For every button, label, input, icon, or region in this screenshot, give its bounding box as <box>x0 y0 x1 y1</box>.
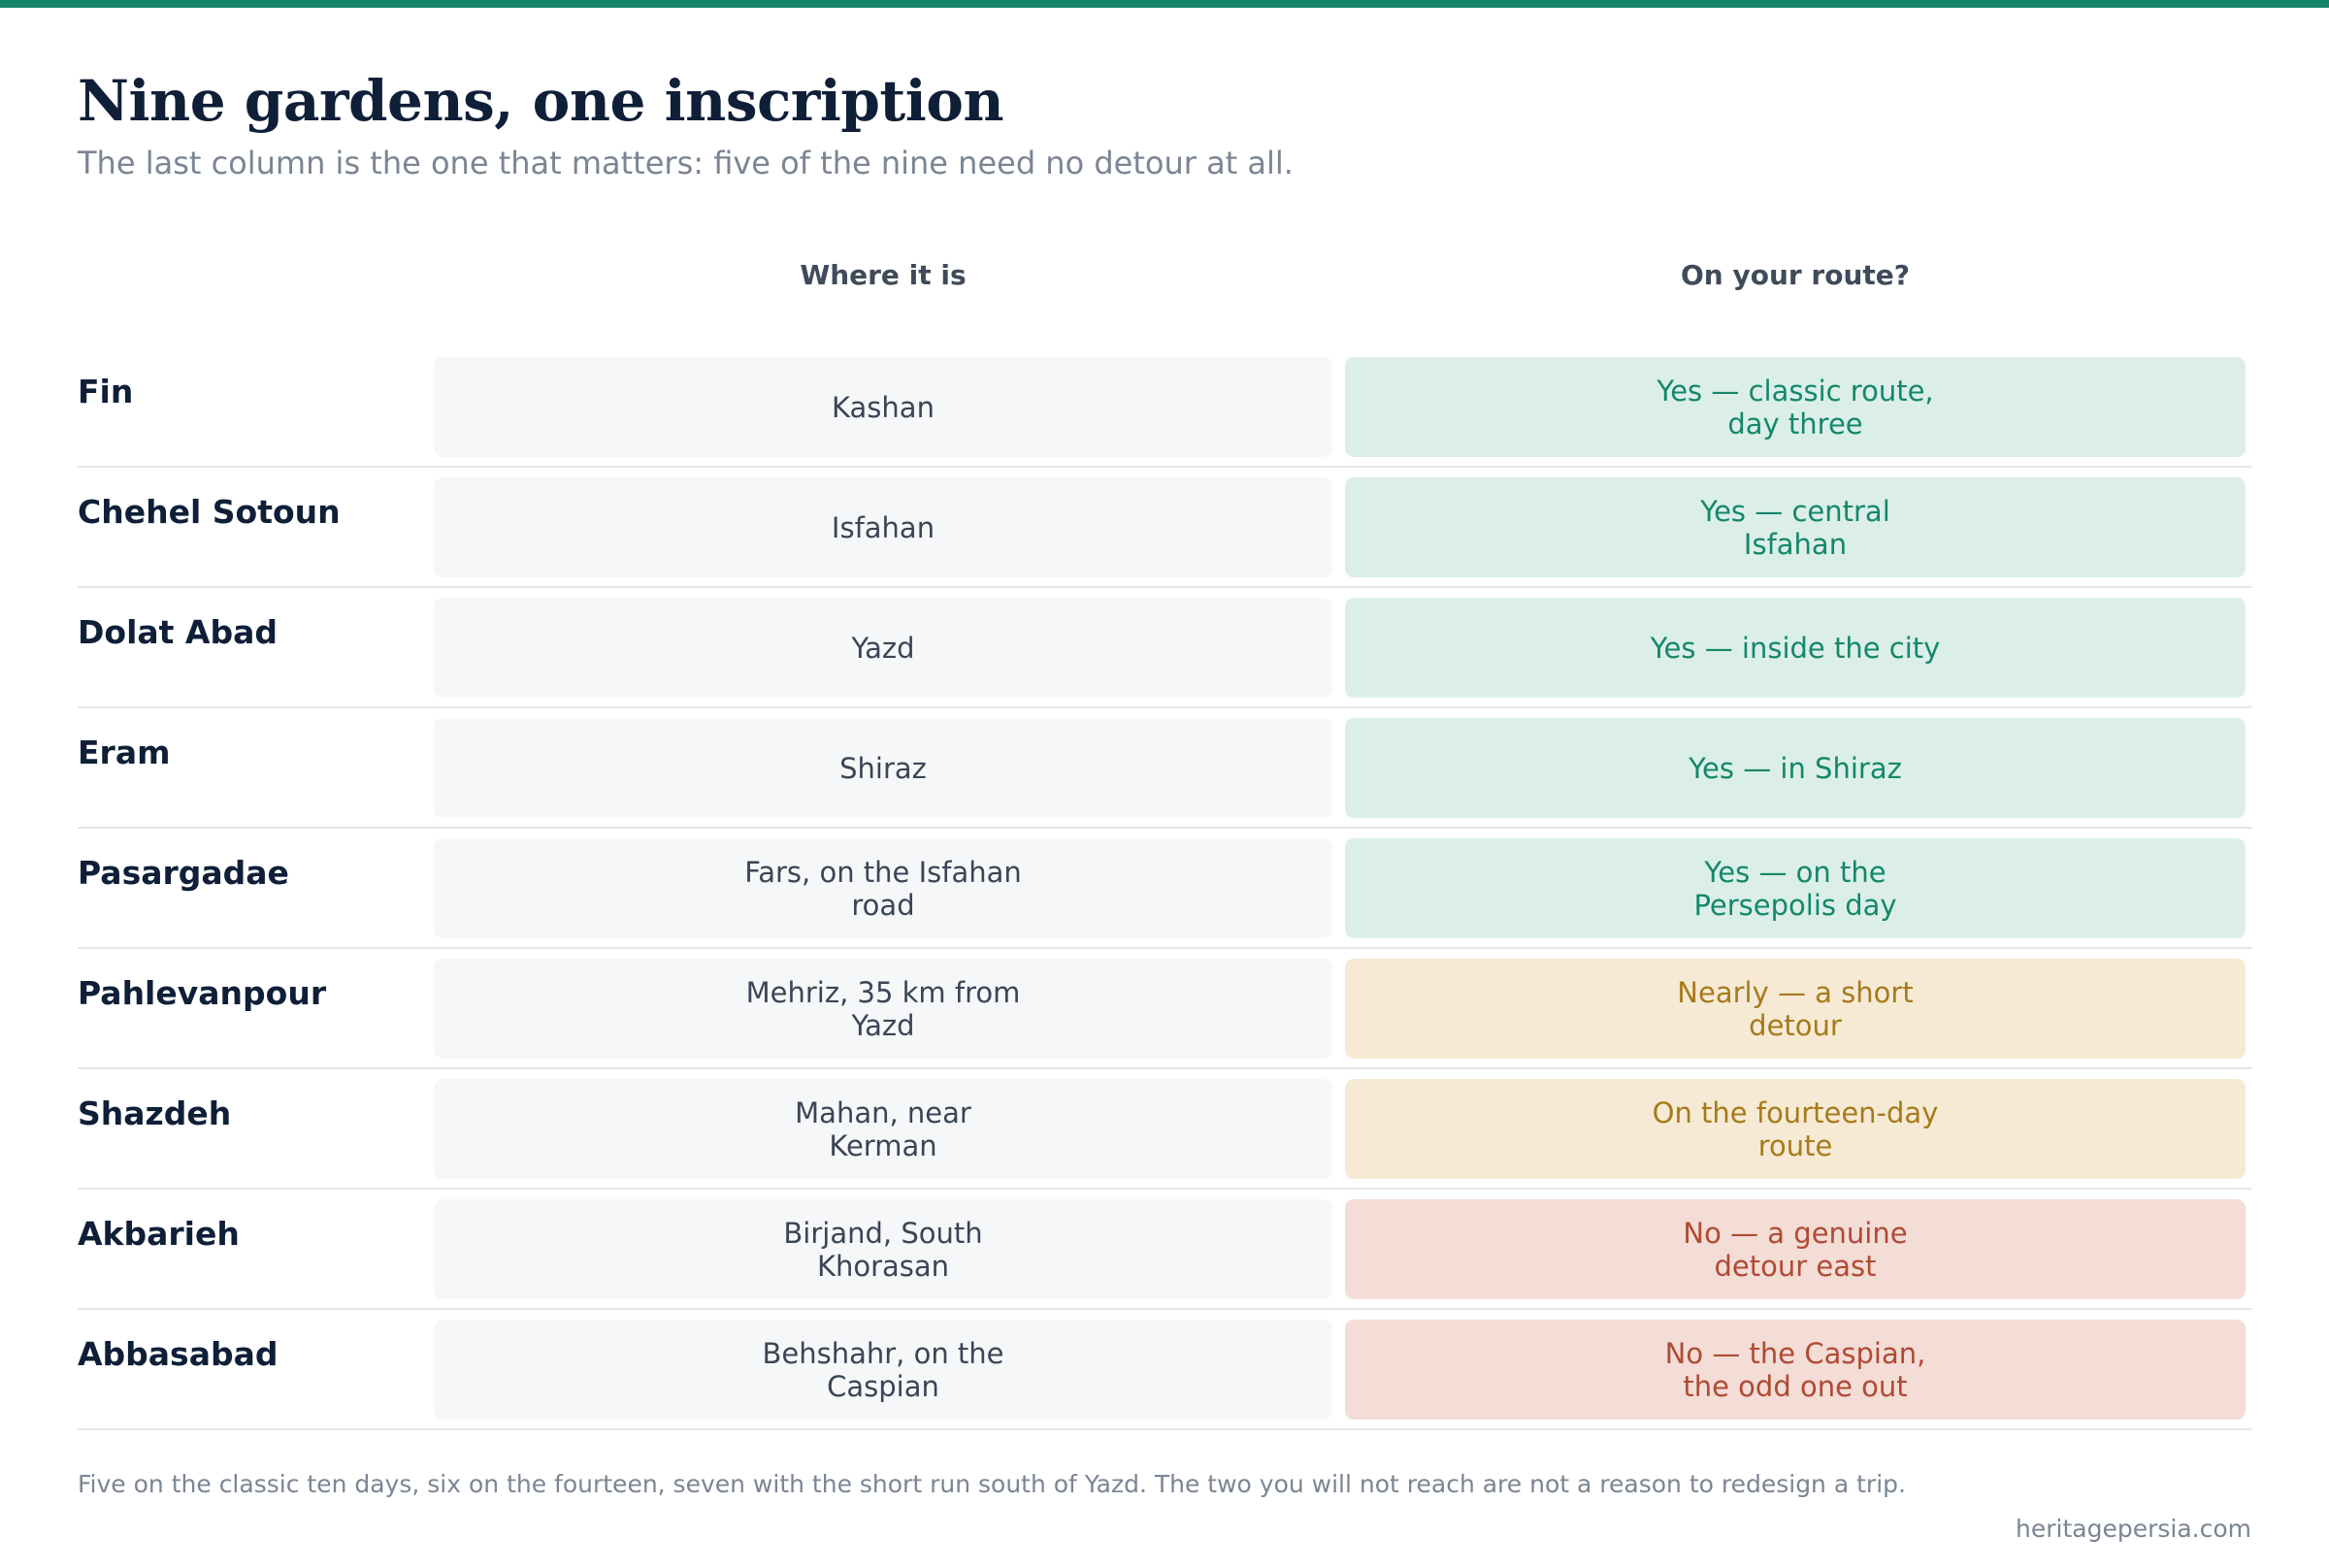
route-status-badge: Yes — in Shiraz <box>1345 718 2246 818</box>
route-status-badge: Yes — inside the city <box>1345 598 2246 698</box>
row-divider <box>78 1308 2251 1310</box>
page-title: Nine gardens, one inscription <box>78 68 1004 134</box>
row-divider <box>78 827 2251 829</box>
table-row: Eram Shiraz Yes — in Shiraz <box>78 718 2251 838</box>
table-row: Pasargadae Fars, on the Isfahan road Yes —… <box>78 838 2251 959</box>
location-cell: Kashan <box>434 357 1332 457</box>
route-status-badge: No — the Caspian, the odd one out <box>1345 1320 2246 1420</box>
route-status-text: On the fourteen-day route <box>1652 1095 1939 1162</box>
page-subtitle: The last column is the one that matters:… <box>78 145 1294 181</box>
route-status-text: No — the Caspian, the odd one out <box>1664 1336 1926 1403</box>
location-cell: Behshahr, on the Caspian <box>434 1320 1332 1420</box>
route-status-text: Yes — on the Persepolis day <box>1693 855 1897 922</box>
location-text: Shiraz <box>839 751 927 785</box>
garden-name: Shazdeh <box>78 1094 232 1132</box>
route-status-text: Yes — classic route, day three <box>1657 374 1934 441</box>
location-text: Behshahr, on the Caspian <box>762 1336 1004 1403</box>
table-row: Shazdeh Mahan, near Kerman On the fourteen… <box>78 1079 2251 1199</box>
row-divider <box>78 586 2251 588</box>
column-header-route: On your route? <box>1680 259 1911 291</box>
row-divider <box>78 466 2251 468</box>
garden-name: Pahlevanpour <box>78 974 327 1012</box>
row-divider <box>78 1067 2251 1069</box>
footnote: Five on the classic ten days, six on the… <box>78 1470 1906 1498</box>
location-cell: Yazd <box>434 598 1332 698</box>
table-row: Chehel Sotoun Isfahan Yes — central Isfaha… <box>78 477 2251 598</box>
location-text: Birjand, South Khorasan <box>783 1216 983 1283</box>
table-row: Fin Kashan Yes — classic route, day three <box>78 357 2251 477</box>
garden-name: Akbarieh <box>78 1215 240 1253</box>
route-status-text: Yes — central Isfahan <box>1700 494 1890 561</box>
garden-name: Pasargadae <box>78 854 289 892</box>
location-text: Yazd <box>851 631 915 665</box>
route-status-badge: No — a genuine detour east <box>1345 1199 2246 1299</box>
route-status-badge: Yes — central Isfahan <box>1345 477 2246 577</box>
route-status-badge: On the fourteen-day route <box>1345 1079 2246 1179</box>
location-cell: Mehriz, 35 km from Yazd <box>434 959 1332 1059</box>
row-divider <box>78 706 2251 708</box>
route-status-badge: Yes — on the Persepolis day <box>1345 838 2246 938</box>
route-status-text: Yes — inside the city <box>1650 631 1941 665</box>
garden-name: Abbasabad <box>78 1335 279 1373</box>
route-status-text: Yes — in Shiraz <box>1689 751 1902 785</box>
table-row: Pahlevanpour Mehriz, 35 km from Yazd Nearl… <box>78 959 2251 1079</box>
location-text: Fars, on the Isfahan road <box>744 855 1022 922</box>
table-row: Akbarieh Birjand, South Khorasan No — a ge… <box>78 1199 2251 1320</box>
location-cell: Birjand, South Khorasan <box>434 1199 1332 1299</box>
route-status-text: No — a genuine detour east <box>1683 1216 1908 1283</box>
route-status-text: Nearly — a short detour <box>1677 975 1914 1042</box>
row-divider <box>78 947 2251 949</box>
garden-name: Chehel Sotoun <box>78 493 341 531</box>
location-text: Isfahan <box>831 510 935 544</box>
location-text: Mehriz, 35 km from Yazd <box>745 975 1021 1042</box>
table-row: Abbasabad Behshahr, on the Caspian No — th… <box>78 1320 2251 1440</box>
location-text: Mahan, near Kerman <box>795 1095 971 1162</box>
row-divider <box>78 1188 2251 1190</box>
table-row: Dolat Abad Yazd Yes — inside the city <box>78 598 2251 718</box>
location-cell: Mahan, near Kerman <box>434 1079 1332 1179</box>
location-cell: Isfahan <box>434 477 1332 577</box>
location-cell: Fars, on the Isfahan road <box>434 838 1332 938</box>
row-divider <box>78 1428 2251 1430</box>
accent-top-bar <box>0 0 2329 8</box>
garden-name: Fin <box>78 373 134 410</box>
route-status-badge: Nearly — a short detour <box>1345 959 2246 1059</box>
source-credit: heritagepersia.com <box>2016 1515 2251 1543</box>
column-header-where: Where it is <box>800 259 967 291</box>
garden-name: Eram <box>78 734 171 771</box>
route-status-badge: Yes — classic route, day three <box>1345 357 2246 457</box>
location-text: Kashan <box>832 390 935 424</box>
garden-name: Dolat Abad <box>78 613 278 651</box>
location-cell: Shiraz <box>434 718 1332 818</box>
